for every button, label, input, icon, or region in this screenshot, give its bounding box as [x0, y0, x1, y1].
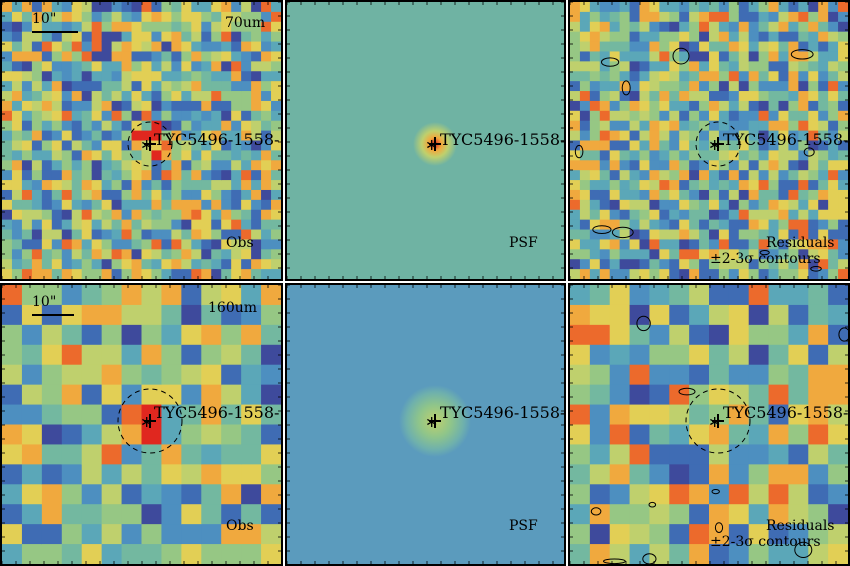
- target-label: TYC5496-1558-1: [154, 130, 283, 149]
- target-label: TYC5496-1558-1: [440, 403, 566, 422]
- type-label: PSF: [509, 518, 538, 534]
- heatmap-70um-residuals: ∗: [570, 2, 848, 279]
- panel-70um-obs: ∗ 10" 70um TYC5496-1558-1 Obs: [0, 0, 283, 281]
- type-label: Residuals: [766, 235, 835, 251]
- scale-label: 10": [32, 11, 57, 27]
- panel-160um-psf: ∗ TYC5496-1558-1 PSF: [285, 283, 566, 566]
- panel-70um-psf: ∗ TYC5496-1558-1 PSF: [285, 0, 566, 281]
- heatmap-70um-psf: ∗: [287, 2, 564, 279]
- type-label: Residuals: [766, 518, 835, 534]
- panel-70um-residuals: ∗ TYC5496-1558-1 Residuals ±2-3σ contour…: [568, 0, 850, 281]
- type-label: Obs: [226, 235, 254, 251]
- band-label: 160um: [208, 300, 258, 316]
- type-label: PSF: [509, 235, 538, 251]
- target-label: TYC5496-1558-1: [723, 403, 850, 422]
- heatmap-160um-residuals: ∗: [570, 285, 848, 564]
- target-label: TYC5496-1558-1: [440, 130, 566, 149]
- panel-160um-obs: ∗ 10" 160um TYC5496-1558-1 Obs: [0, 283, 283, 566]
- target-label: TYC5496-1558-1: [154, 403, 283, 422]
- heatmap-160um-obs: ∗: [2, 285, 281, 564]
- contours-label: ±2-3σ contours: [710, 251, 821, 267]
- panel-160um-residuals: ∗ TYC5496-1558-1 Residuals ±2-3σ contour…: [568, 283, 850, 566]
- scale-label: 10": [32, 294, 57, 310]
- scale-bar: [32, 314, 74, 316]
- band-label: 70um: [225, 15, 266, 31]
- heatmap-160um-psf: ∗: [287, 285, 564, 564]
- heatmap-70um-obs: ∗: [2, 2, 281, 279]
- type-label: Obs: [226, 518, 254, 534]
- contours-label: ±2-3σ contours: [710, 534, 821, 550]
- target-label: TYC5496-1558-1: [723, 130, 850, 149]
- scale-bar: [32, 31, 78, 33]
